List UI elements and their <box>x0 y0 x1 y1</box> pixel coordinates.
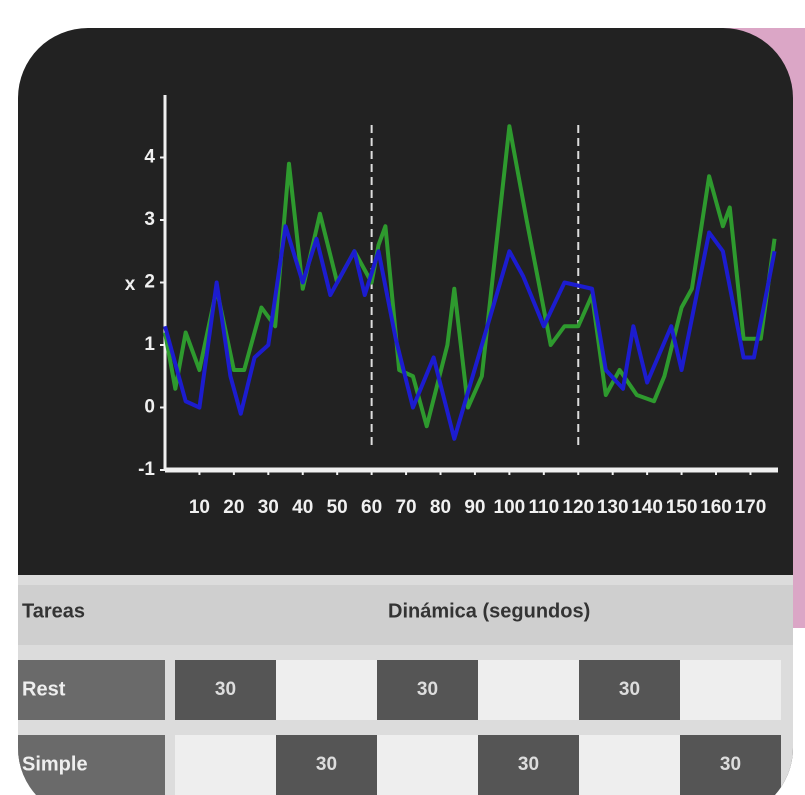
x-tick-label: 40 <box>292 497 313 518</box>
y-tick-label: 0 <box>144 397 155 418</box>
row-label: Rest <box>22 678 66 700</box>
card: Tareas Dinámica (segundos) x -1 0 1 2 3 4 10 20… <box>18 28 793 795</box>
x-tick-label: 130 <box>597 497 629 518</box>
light-cell <box>478 660 579 720</box>
dark-cell <box>680 735 781 795</box>
light-cell <box>579 735 680 795</box>
cell-value: 30 <box>215 679 236 700</box>
y-tick-label: 4 <box>144 147 155 168</box>
table-header <box>18 585 793 645</box>
x-tick-label: 60 <box>361 497 382 518</box>
header-tareas: Tareas <box>22 600 85 622</box>
x-tick-label: 170 <box>735 497 767 518</box>
x-tick-label: 20 <box>223 497 244 518</box>
y-tick-label: 3 <box>144 209 155 230</box>
y-axis-label: x <box>125 274 136 295</box>
dark-cell <box>579 660 680 720</box>
light-cell <box>680 660 781 720</box>
dark-cell <box>175 660 276 720</box>
cell-value: 30 <box>720 754 741 775</box>
series-line <box>163 224 777 441</box>
light-cell <box>276 660 377 720</box>
x-tick-label: 50 <box>327 497 348 518</box>
y-tick-label: -1 <box>138 459 155 480</box>
cell-value: 30 <box>619 679 640 700</box>
row-label-cell <box>18 660 165 720</box>
x-tick-label: 100 <box>494 497 526 518</box>
x-tick-label: 120 <box>562 497 594 518</box>
x-tick-label: 160 <box>700 497 732 518</box>
row-label-cell <box>18 735 165 795</box>
header-dinamica: Dinámica (segundos) <box>388 600 590 622</box>
light-cell <box>377 735 478 795</box>
x-tick-label: 110 <box>528 497 559 518</box>
cell-value: 30 <box>316 754 337 775</box>
x-tick-label: 90 <box>464 497 485 518</box>
x-tick-label: 10 <box>189 497 210 518</box>
x-tick-label: 30 <box>258 497 279 518</box>
x-tick-label: 80 <box>430 497 451 518</box>
light-cell <box>175 735 276 795</box>
x-tick-label: 140 <box>631 497 663 518</box>
x-tick-label: 150 <box>666 497 698 518</box>
x-tick-label: 70 <box>395 497 416 518</box>
y-tick-label: 1 <box>144 334 155 355</box>
series-line <box>163 124 777 429</box>
dark-cell <box>377 660 478 720</box>
row-label: Simple <box>22 753 88 775</box>
dark-cell <box>276 735 377 795</box>
dark-cell <box>478 735 579 795</box>
cell-value: 30 <box>518 754 539 775</box>
cell-value: 30 <box>417 679 438 700</box>
y-tick-label: 2 <box>144 272 155 293</box>
